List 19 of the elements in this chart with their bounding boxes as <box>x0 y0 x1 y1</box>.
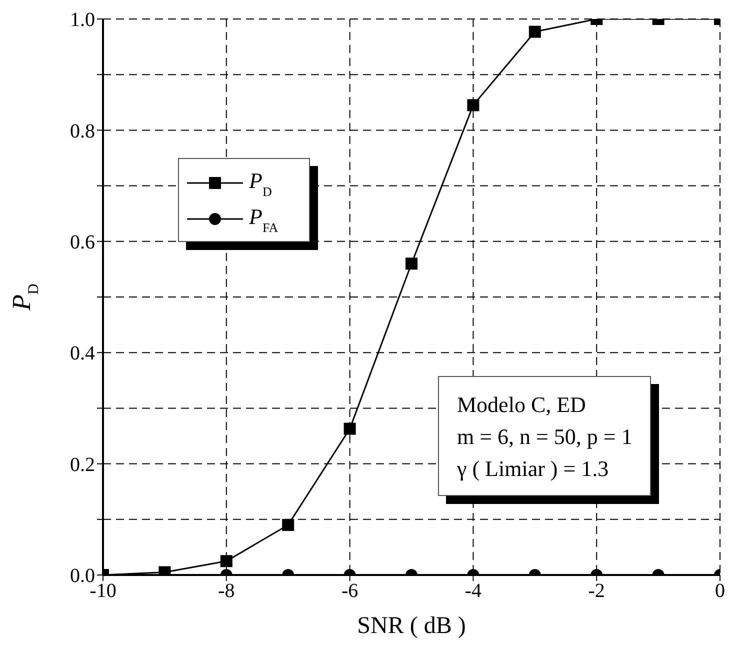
y-tick-label: 1.0 <box>70 9 95 32</box>
y-tick-label: 0.6 <box>70 232 95 254</box>
y-tick-label: 0.8 <box>70 120 95 142</box>
y-tick-label: 0.0 <box>70 565 95 588</box>
x-tick-label: -4 <box>464 580 482 602</box>
x-tick-label: -6 <box>341 580 358 602</box>
x-tick-label: -8 <box>218 580 235 602</box>
x-tick-label: 0 <box>715 580 725 602</box>
legend-label: P$_{D}$ <box>248 168 272 198</box>
point <box>344 422 356 435</box>
y-tick-label: 0.2 <box>70 454 95 476</box>
legend-label: P$_{FA}$ <box>248 204 279 234</box>
x-tick-label: -2 <box>588 580 605 602</box>
annotation: m = 6, n = 50, p = 1 <box>457 423 632 451</box>
point <box>406 258 418 270</box>
y-tick-label: 0.4 <box>70 342 95 365</box>
annotation: Modelo C, ED <box>457 391 587 419</box>
annotation: γ ( Limiar ) = 1.3 <box>457 455 610 483</box>
x-axis-title: SNR ( dB ) <box>357 613 466 639</box>
